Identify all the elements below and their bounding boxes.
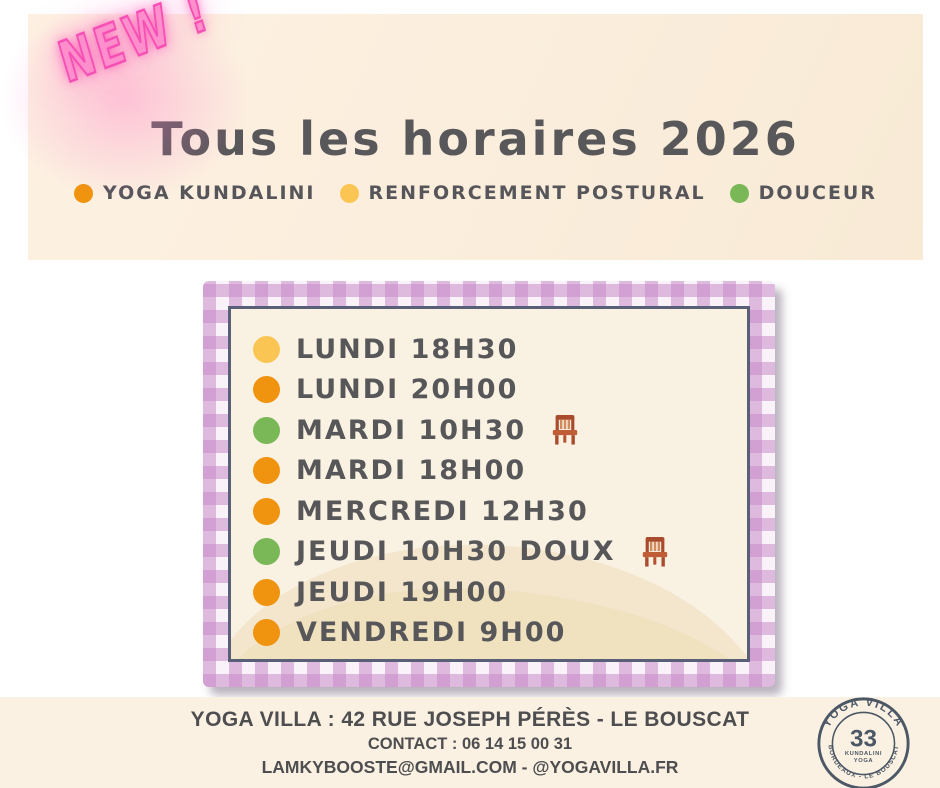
schedule-row: MARDI 10H30 xyxy=(253,410,747,451)
class-category-dot-icon xyxy=(253,497,280,525)
schedule-rows: LUNDI 18H30 LUNDI 20H00 MARDI 10H30 MARD… xyxy=(253,329,747,653)
class-category-dot-icon xyxy=(253,457,280,485)
schedule-label: VENDREDI 9H00 xyxy=(296,617,567,649)
schedule-label: MERCREDI 12H30 xyxy=(296,495,589,527)
legend-label: RENFORCEMENT POSTURAL xyxy=(368,182,706,204)
schedule-label: JEUDI 10H30 DOUX xyxy=(296,536,616,568)
footer-email-web: LAMKYBOOSTE@GMAIL.COM - @YOGAVILLA.FR xyxy=(261,757,679,777)
gingham-frame: LUNDI 18H30 LUNDI 20H00 MARDI 10H30 MARD… xyxy=(203,281,775,687)
schedule-label: LUNDI 20H00 xyxy=(296,374,519,406)
stamp-yoga-text: YOGA xyxy=(854,758,874,764)
schedule-panel: LUNDI 18H30 LUNDI 20H00 MARDI 10H30 MARD… xyxy=(228,306,750,662)
schedule-label: MARDI 10H30 xyxy=(296,414,527,446)
class-category-dot-icon xyxy=(253,376,280,404)
page-title: Tous les horaires 2026 xyxy=(151,112,800,166)
footer: YOGA VILLA : 42 RUE JOSEPH PÉRÈS - LE BO… xyxy=(0,697,940,788)
schedule-row: MERCREDI 12H30 xyxy=(253,491,747,532)
legend-item: YOGA KUNDALINI xyxy=(74,182,316,204)
legend-item: DOUCEUR xyxy=(729,182,877,204)
schedule-row: JEUDI 10H30 DOUX xyxy=(253,532,747,573)
schedule-row: LUNDI 18H30 xyxy=(253,329,747,370)
class-category-dot-icon xyxy=(253,538,280,566)
class-category-dot-icon xyxy=(253,578,280,606)
footer-contact: CONTACT : 06 14 15 00 31 xyxy=(367,735,573,753)
legend: YOGA KUNDALINI RENFORCEMENT POSTURAL DOU… xyxy=(28,182,923,204)
yoga-villa-stamp-logo: YOGA VILLA BORDEAUX - LE BOUSCAT 33 KUND… xyxy=(817,697,910,788)
schedule-label: LUNDI 18H30 xyxy=(296,333,519,365)
legend-color-dot-icon xyxy=(339,183,359,203)
schedule-label: MARDI 18H00 xyxy=(296,455,527,487)
legend-label: YOGA KUNDALINI xyxy=(103,182,316,204)
chair-icon xyxy=(642,536,667,567)
class-category-dot-icon xyxy=(253,416,280,444)
schedule-row: VENDREDI 9H00 xyxy=(253,613,747,654)
stamp-kundalini-text: KUNDALINI xyxy=(845,751,882,757)
legend-color-dot-icon xyxy=(74,183,93,203)
schedule-row: MARDI 18H00 xyxy=(253,451,747,492)
stamp-number: 33 xyxy=(850,725,877,752)
schedule-row: LUNDI 20H00 xyxy=(253,370,747,411)
class-category-dot-icon xyxy=(253,619,280,647)
schedule-label: JEUDI 19H00 xyxy=(296,576,509,608)
header-band: Tous les horaires 2026 YOGA KUNDALINI RE… xyxy=(28,14,923,260)
class-category-dot-icon xyxy=(253,335,280,363)
legend-label: DOUCEUR xyxy=(758,182,877,204)
legend-item: RENFORCEMENT POSTURAL xyxy=(339,182,706,204)
chair-icon xyxy=(552,415,578,445)
footer-address: YOGA VILLA : 42 RUE JOSEPH PÉRÈS - LE BO… xyxy=(190,708,750,731)
legend-color-dot-icon xyxy=(729,183,749,203)
schedule-row: JEUDI 19H00 xyxy=(253,572,747,613)
